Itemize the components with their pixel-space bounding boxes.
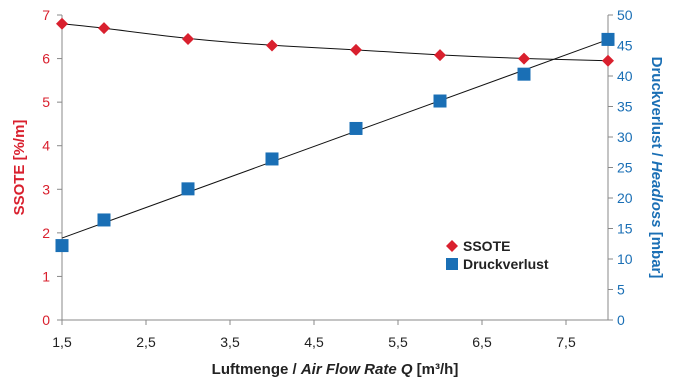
y-right-tick-label: 0 <box>617 312 625 328</box>
trend-lines-group <box>61 23 609 239</box>
druckverlust-point <box>181 182 195 196</box>
y-left-axis-title: SSOTE [%/m] <box>11 120 28 216</box>
druckverlust-point <box>517 67 531 81</box>
x-axis-title-plain: Luftmenge / <box>212 361 301 378</box>
ssote-point <box>182 32 194 45</box>
y-right-tick-label: 20 <box>617 190 633 206</box>
y-right-tick-label: 30 <box>617 129 633 145</box>
druckverlust-point <box>433 94 447 108</box>
x-tick-label: 1,5 <box>52 334 72 350</box>
ssote-point <box>518 52 530 65</box>
y-left-tick-label: 3 <box>42 181 50 197</box>
druckverlust-point <box>601 32 615 46</box>
y-right-tick-label: 15 <box>617 221 633 237</box>
x-tick-label: 5,5 <box>388 334 408 350</box>
legend: SSOTE Druckverlust <box>446 238 549 272</box>
legend-label: Druckverlust <box>463 256 549 272</box>
y-right-tick-label: 5 <box>617 282 625 298</box>
y-right-axis-title-italic: Headloss <box>648 161 665 228</box>
y-right-tick-label: 25 <box>617 160 633 176</box>
y-left-tick-label: 5 <box>42 94 50 110</box>
y-right-tick-label: 50 <box>617 7 633 23</box>
x-axis-title: Luftmenge / Air Flow Rate Q [m³/h] <box>212 361 459 378</box>
y-right-tick-label: 35 <box>617 99 633 115</box>
ssote-point <box>56 17 68 30</box>
druckverlust-point <box>265 152 279 166</box>
druckverlust-point <box>55 239 69 253</box>
druckverlust-point <box>349 121 363 135</box>
x-axis-title-italic: Air Flow Rate Q <box>300 361 413 378</box>
y-right-tick-label: 10 <box>617 251 633 267</box>
x-tick-label: 4,5 <box>304 334 324 350</box>
ssote-point <box>434 49 446 62</box>
y-right-tick-label: 45 <box>617 38 633 54</box>
druckverlust-point <box>97 213 111 227</box>
y-left-tick-label: 2 <box>42 225 50 241</box>
ssote-point <box>266 39 278 52</box>
legend-marker-square <box>446 258 458 270</box>
ssote-trend-line <box>61 23 609 62</box>
x-tick-label: 7,5 <box>556 334 576 350</box>
druckverlust-trend-line <box>61 39 609 239</box>
markers-group <box>55 17 615 253</box>
y-left-tick-label: 4 <box>42 138 50 154</box>
y-right-tick-label: 40 <box>617 68 633 84</box>
legend-label: SSOTE <box>463 238 510 254</box>
y-left-tick-label: 1 <box>42 268 50 284</box>
y-right-axis-title: Druckverlust / Headloss [mbar] <box>648 57 665 279</box>
x-axis-title-unit: [m³/h] <box>413 361 459 378</box>
y-left-tick-label: 6 <box>42 51 50 67</box>
ssote-point <box>98 22 110 35</box>
y-right-axis-title-plain: Druckverlust / <box>648 57 665 161</box>
x-tick-label: 6,5 <box>472 334 492 350</box>
ssote-point <box>350 43 362 56</box>
ssote-point <box>602 54 614 67</box>
y-left-tick-label: 7 <box>42 7 50 23</box>
x-tick-label: 2,5 <box>136 334 156 350</box>
x-tick-label: 3,5 <box>220 334 240 350</box>
y-right-axis-title-unit: [mbar] <box>648 228 665 279</box>
y-left-tick-label: 0 <box>42 312 50 328</box>
legend-marker-diamond <box>446 240 458 252</box>
